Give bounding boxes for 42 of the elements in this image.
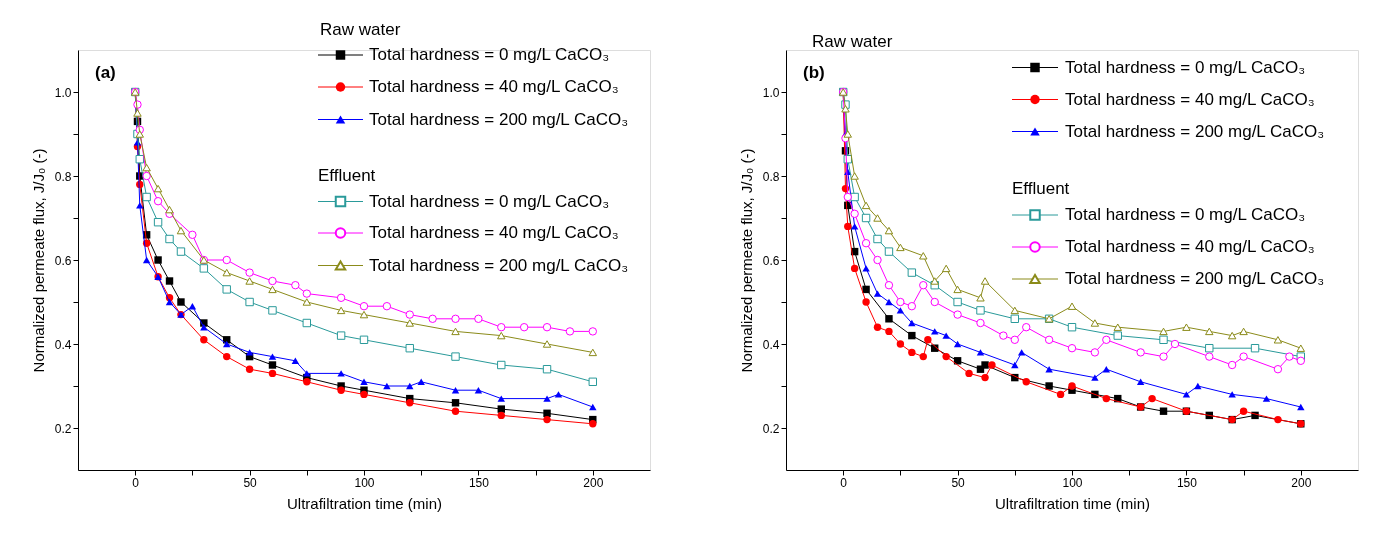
legend-label: Total hardness = 0 mg/L CaCO₃: [1065, 57, 1306, 77]
x-tick-label: 200: [1291, 475, 1312, 490]
x-tick-label: 0: [840, 475, 848, 490]
x-tick-label: 0: [132, 475, 140, 490]
y-tick-label: 0.6: [54, 253, 72, 268]
y-axis-title: Normalized permeate flux, J/J₀ (-): [29, 148, 47, 373]
x-tick-label: 150: [1176, 475, 1198, 490]
legend-label: Total hardness = 0 mg/L CaCO₃: [1065, 205, 1306, 224]
y-tick-label: 0.8: [54, 169, 72, 184]
x-tick-label: 200: [583, 475, 604, 490]
legend-label: Total hardness = 40 mg/L CaCO₃: [1065, 237, 1315, 256]
y-tick-label: 0.2: [762, 421, 780, 436]
y-tick-label: 1.0: [54, 85, 72, 100]
y-tick-label: 0.6: [762, 253, 780, 268]
legend-label: Total hardness = 200 mg/L CaCO₃: [369, 255, 629, 275]
x-axis-title: Ultrafiltration time (min): [286, 494, 443, 512]
legend-label: Total hardness = 0 mg/L CaCO₃: [369, 191, 610, 211]
legend-label: Total hardness = 40 mg/L CaCO₃: [1065, 89, 1315, 109]
legend-label: Total hardness = 200 mg/L CaCO₃: [1065, 269, 1325, 288]
x-axis-title: Ultrafiltration time (min): [994, 494, 1151, 512]
x-tick-label: 50: [243, 475, 258, 490]
x-tick-label: 150: [468, 475, 490, 490]
text: (b): [803, 63, 825, 82]
x-tick-label: 50: [951, 475, 966, 490]
annotation: Effluent: [1012, 179, 1070, 198]
legend-label: Total hardness = 200 mg/L CaCO₃: [369, 109, 629, 129]
y-axis-title: Normalized permeate flux, J/J₀ (-): [737, 148, 755, 373]
y-tick-label: 1.0: [762, 85, 780, 100]
text: Raw water: [320, 20, 401, 39]
annotation: Effluent: [318, 166, 376, 185]
legend-label: Total hardness = 40 mg/L CaCO₃: [369, 77, 619, 96]
text: (a): [95, 63, 116, 82]
y-tick-label: 0.2: [54, 421, 72, 436]
legend-label: Total hardness = 0 mg/L CaCO₃: [369, 45, 610, 64]
y-tick-label: 0.8: [762, 169, 780, 184]
x-tick-label: 100: [1062, 475, 1083, 490]
legend-label: Total hardness = 200 mg/L CaCO₃: [1065, 121, 1325, 141]
y-tick-label: 0.4: [762, 337, 780, 352]
y-tick-label: 0.4: [54, 337, 72, 352]
x-tick-label: 100: [354, 475, 375, 490]
annotation: Raw water: [812, 32, 893, 51]
legend-label: Total hardness = 40 mg/L CaCO₃: [369, 223, 619, 242]
